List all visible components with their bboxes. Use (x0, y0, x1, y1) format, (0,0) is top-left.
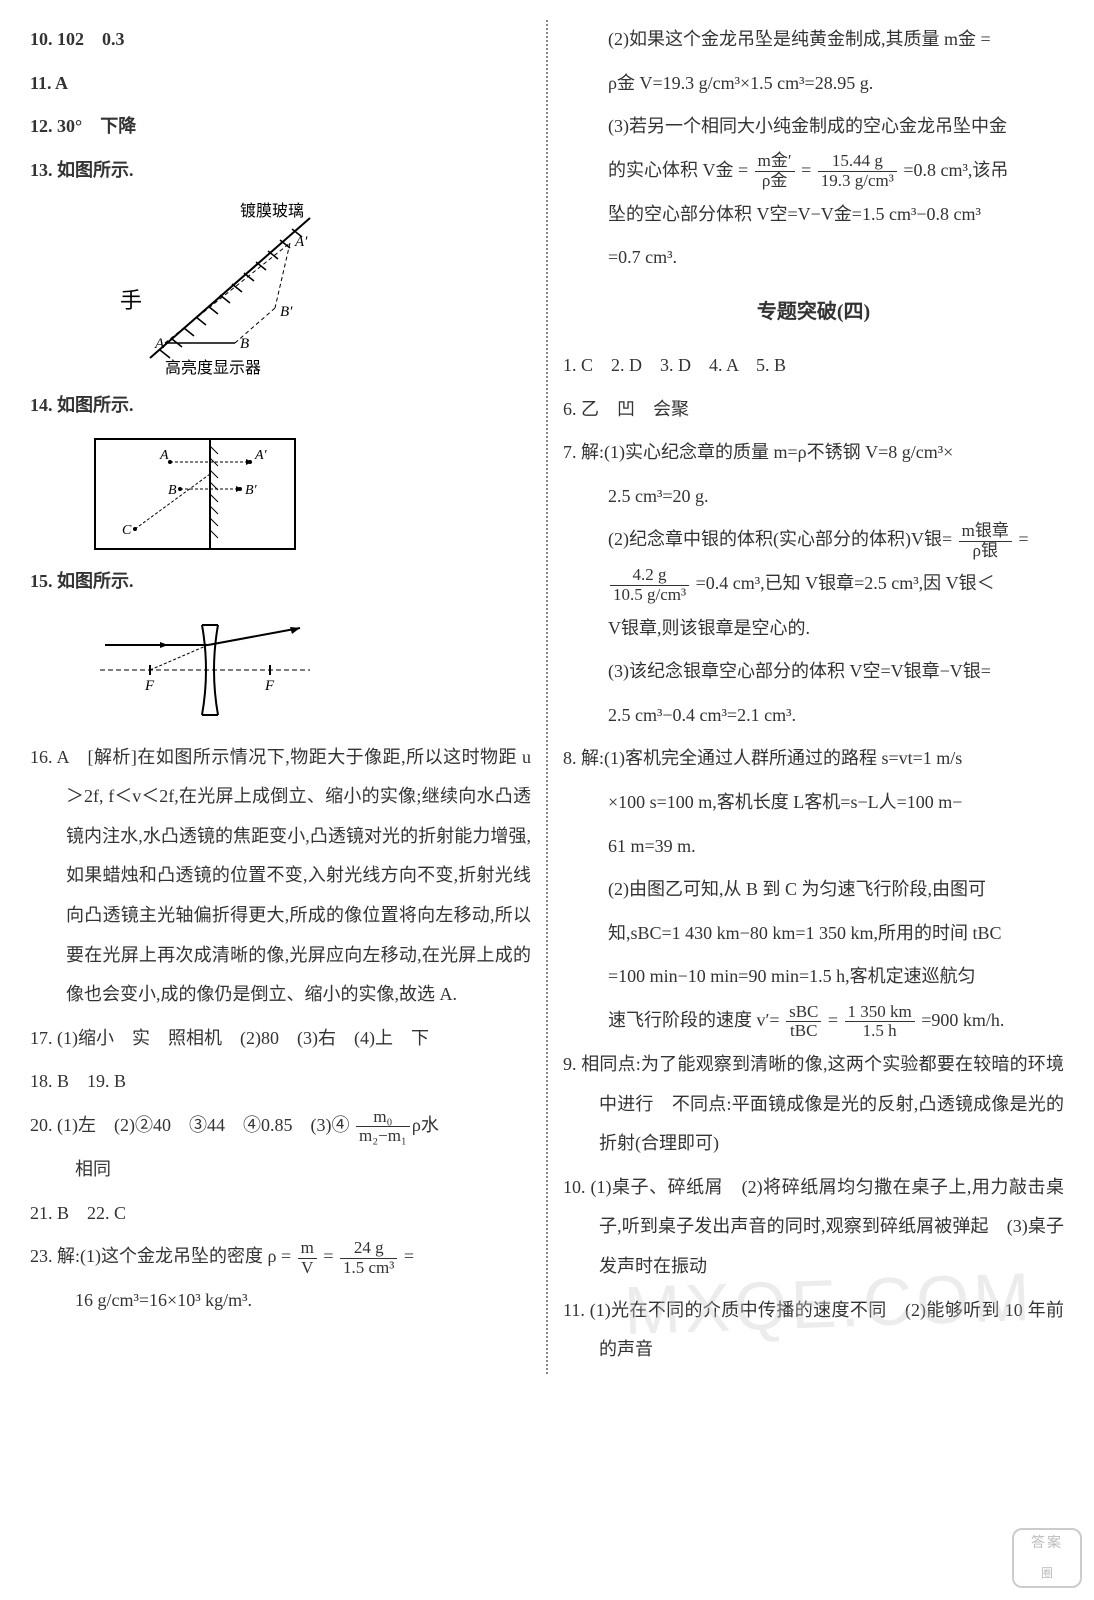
figure-14-box-diagram: A A′ B B′ C (90, 434, 300, 554)
answer-23a: 23. 解:(1)这个金龙吊坠的密度 ρ = mV = 24 g1.5 cm³ … (30, 1237, 531, 1277)
r-answer-8a: 8. 解:(1)客机完全通过人群所通过的路程 s=vt=1 m/s (563, 739, 1064, 779)
answer-23b: 16 g/cm³=16×10³ kg/m³. (30, 1281, 531, 1321)
right-column: (2)如果这个金龙吊坠是纯黄金制成,其质量 m金 = ρ金 V=19.3 g/c… (548, 20, 1064, 1374)
svg-text:A: A (154, 336, 165, 352)
svg-text:F: F (144, 678, 155, 694)
r-answer-7b-frac: 4.2 g10.5 g/cm³ =0.4 cm³,已知 V银章=2.5 cm³,… (563, 564, 1064, 604)
r-answer-8b: (2)由图乙可知,从 B 到 C 为匀速飞行阶段,由图可 (563, 870, 1064, 910)
svg-text:A′: A′ (294, 234, 308, 250)
r-answer-8b4: 速飞行阶段的速度 v′= sBCtBC = 1 350 km1.5 h =900… (563, 1001, 1064, 1041)
svg-text:B: B (240, 336, 249, 352)
answer-10: 10. 102 0.3 (30, 20, 531, 60)
svg-text:高亮度显示器: 高亮度显示器 (165, 359, 261, 377)
sol-p3c: 坠的空心部分体积 V空=V−V金=1.5 cm³−0.8 cm³ (563, 195, 1064, 235)
r-answer-7b2: V银章,则该银章是空心的. (563, 609, 1064, 649)
r-answer-8a3: 61 m=39 m. (563, 827, 1064, 867)
answer-20: 20. (1)左 (2)②40 ③44 ④0.85 (3)④ m₀m₂−m₁ρ水 (30, 1106, 531, 1146)
r-answer-9: 9. 相同点:为了能观察到清晰的像,这两个实验都要在较暗的环境中进行 不同点:平… (563, 1045, 1064, 1164)
svg-text:镀膜玻璃: 镀膜玻璃 (240, 202, 304, 220)
answer-13: 13. 如图所示. (30, 151, 531, 191)
answer-16: 16. A [解析]在如图所示情况下,物距大于像距,所以这时物距 u＞2f, f… (30, 738, 531, 1015)
figure-15-lens-diagram: F F (90, 610, 320, 730)
sol-p2b: ρ金 V=19.3 g/cm³×1.5 cm³=28.95 g. (563, 64, 1064, 104)
svg-text:C: C (122, 523, 132, 538)
r-answer-8b2: 知,sBC=1 430 km−80 km=1 350 km,所用的时间 tBC (563, 914, 1064, 954)
figure-13-mirror-diagram: 镀膜玻璃 A B A′ B′ 手 高亮度显示器 (90, 198, 350, 378)
sol-p3a: (3)若另一个相同大小纯金制成的空心金龙吊坠中金 (563, 107, 1064, 147)
answer-14: 14. 如图所示. (30, 386, 531, 426)
svg-text:B′: B′ (280, 304, 293, 320)
r-answer-10: 10. (1)桌子、碎纸屑 (2)将碎纸屑均匀撒在桌子上,用力敲击桌子,听到桌子… (563, 1168, 1064, 1287)
sol-p2a: (2)如果这个金龙吊坠是纯黄金制成,其质量 m金 = (563, 20, 1064, 60)
sol-p3d: =0.7 cm³. (563, 238, 1064, 278)
svg-text:B: B (168, 483, 177, 498)
svg-text:手: 手 (120, 288, 142, 313)
answer-15: 15. 如图所示. (30, 562, 531, 602)
left-column: 10. 102 0.3 11. A 12. 30° 下降 13. 如图所示. 镀… (30, 20, 546, 1374)
answer-17: 17. (1)缩小 实 照相机 (2)80 (3)右 (4)上 下 (30, 1019, 531, 1059)
r-answer-8a2: ×100 s=100 m,客机长度 L客机=s−L人=100 m− (563, 783, 1064, 823)
section-title: 专题突破(四) (563, 290, 1064, 334)
answer-21-22: 21. B 22. C (30, 1194, 531, 1234)
answer-11: 11. A (30, 64, 531, 104)
r-answer-1-5: 1. C 2. D 3. D 4. A 5. B (563, 346, 1064, 386)
r-answer-7a: 7. 解:(1)实心纪念章的质量 m=ρ不锈钢 V=8 g/cm³× (563, 433, 1064, 473)
svg-text:F: F (264, 678, 275, 694)
corner-badge: 答案 圈 (1012, 1528, 1082, 1588)
sol-p3b: 的实心体积 V金 = m金′ρ金 = 15.44 g19.3 g/cm³ =0.… (563, 151, 1064, 191)
svg-text:A′: A′ (254, 448, 268, 463)
r-answer-7c2: 2.5 cm³−0.4 cm³=2.1 cm³. (563, 696, 1064, 736)
r-answer-7c: (3)该纪念银章空心部分的体积 V空=V银章−V银= (563, 652, 1064, 692)
svg-text:A: A (159, 448, 169, 463)
answer-20b: 相同 (30, 1150, 531, 1190)
r-answer-8b3: =100 min−10 min=90 min=1.5 h,客机定速巡航匀 (563, 957, 1064, 997)
r-answer-11: 11. (1)光在不同的介质中传播的速度不同 (2)能够听到 10 年前的声音 (563, 1291, 1064, 1370)
svg-text:B′: B′ (245, 483, 258, 498)
answer-18-19: 18. B 19. B (30, 1062, 531, 1102)
answer-12: 12. 30° 下降 (30, 107, 531, 147)
r-answer-7a2: 2.5 cm³=20 g. (563, 477, 1064, 517)
r-answer-6: 6. 乙 凹 会聚 (563, 390, 1064, 430)
r-answer-7b: (2)纪念章中银的体积(实心部分的体积)V银= m银章ρ银 = (563, 520, 1064, 560)
